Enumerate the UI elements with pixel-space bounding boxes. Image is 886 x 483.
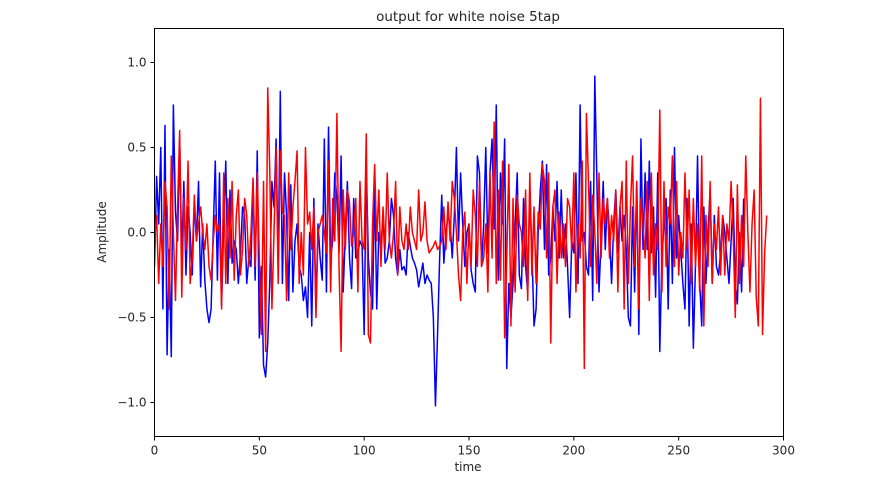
y-tick-label: −1.0 <box>117 396 146 410</box>
y-tick-label: 0.5 <box>127 141 146 155</box>
x-axis: 0 50 100 150 200 250 300 <box>151 436 795 458</box>
series-line-1 <box>154 87 768 370</box>
y-tick-label: 1.0 <box>127 56 146 70</box>
x-tick-label: 200 <box>562 444 585 458</box>
x-tick-label: 150 <box>458 444 481 458</box>
x-tick-label: 0 <box>151 444 159 458</box>
y-axis-label: Amplitude <box>95 201 109 263</box>
y-axis: −1.0 −0.5 0.0 0.5 1.0 <box>117 56 155 410</box>
series-layer <box>154 75 768 407</box>
x-tick-label: 50 <box>252 444 267 458</box>
x-axis-label: time <box>454 460 481 474</box>
x-tick-label: 100 <box>353 444 376 458</box>
chart-title: output for white noise 5tap <box>376 9 560 25</box>
x-tick-label: 300 <box>772 444 795 458</box>
y-tick-label: 0.0 <box>127 226 146 240</box>
x-tick-label: 250 <box>667 444 690 458</box>
y-tick-label: −0.5 <box>117 311 146 325</box>
